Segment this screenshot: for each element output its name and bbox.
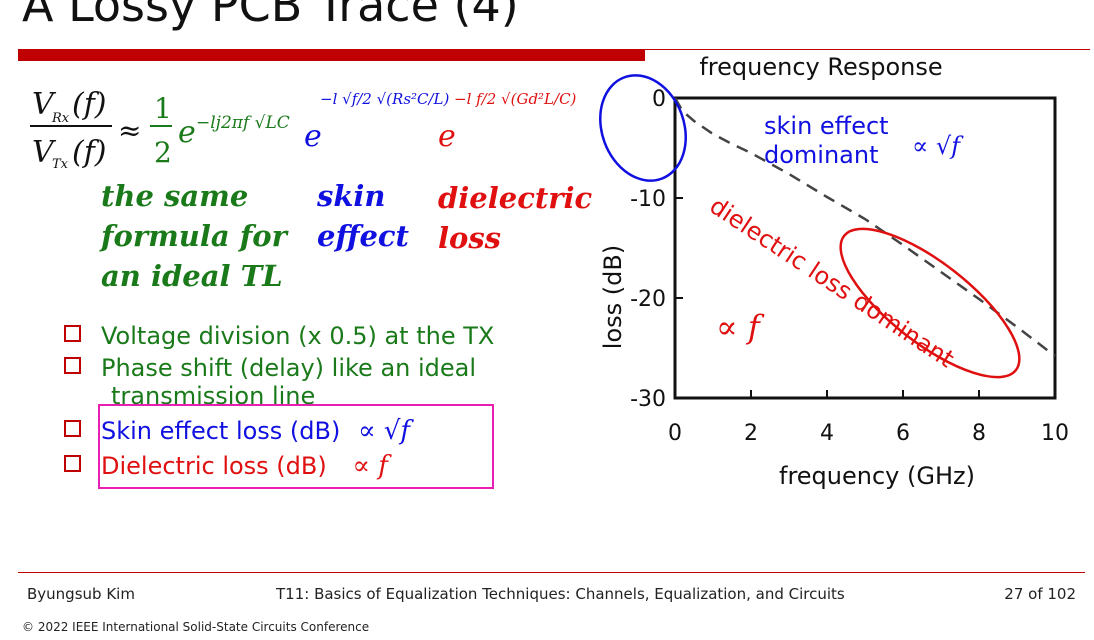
x-tick-label: 6 [896,421,910,446]
formula-num-sub: Rx [51,111,70,126]
footer-course: T11: Basics of Equalization Techniques: … [276,585,845,603]
bullet-proportional: ∝ √f [358,416,411,446]
skin-region-ellipse [599,74,687,182]
bullet-box-icon [64,325,81,342]
y-tick-label: 0 [652,87,666,112]
note-dielectric: dielectric loss [438,178,592,258]
formula-term2-exp: −l √f/2 √(Rs²C/L) [320,90,450,108]
formula-term2-base: e [304,119,322,154]
note-line: loss [438,221,502,255]
dielectric-region-ellipse [839,227,1021,379]
formula-den: V [32,135,57,170]
dielectric-proportional: ∝ f [716,308,765,346]
x-axis-label: frequency (GHz) [779,462,975,490]
x-tick-label: 2 [744,421,758,446]
bullet-box-icon [64,420,81,437]
skin-label-line2: dominant [764,141,879,169]
bullet-item: Phase shift (delay) like an ideal [64,352,476,384]
note-line: formula for [101,219,287,253]
frequency-response-chart: frequency Response loss (dB) frequency (… [599,53,1069,490]
y-tick-label: -10 [630,187,666,212]
formula-half-den: 2 [154,136,172,169]
formula-term1-exp: −lj2πf √LC [196,113,290,133]
formula-half-num: 1 [154,92,172,125]
note-line: effect [317,219,409,253]
formula-term3-exp: −l f/2 √(Gd²L/C) [454,90,577,108]
note-line: an ideal TL [101,259,283,293]
y-axis-label: loss (dB) [599,245,627,349]
bullet-proportional: ∝ f [352,451,388,481]
footer-copyright: © 2022 IEEE International Solid-State Ci… [22,620,370,634]
x-tick-label: 0 [668,421,682,446]
series-line [673,97,1056,357]
formula-den-arg: (f) [72,135,107,170]
formula-term1-base: e [178,115,196,150]
transfer-formula: V Rx (f) V Tx (f) ≈ 1 2 e −lj2πf √LC e −… [30,87,577,172]
y-tick-label: -30 [630,387,666,412]
chart-title: frequency Response [699,53,942,81]
formula-term3-base: e [438,119,456,154]
x-tick-label: 8 [972,421,986,446]
bullet-item: Voltage division (x 0.5) at the TX [64,320,494,352]
formula-num: V [32,87,57,122]
footer-page: 27 of 102 [1004,585,1076,603]
bullet-item: Skin effect loss (dB) ∝ √f [64,415,410,447]
plot-frame [673,96,1057,400]
note-line: the same [101,179,249,213]
footer-rule [18,572,1085,573]
skin-label-line1: skin effect [764,112,889,140]
title-rule [18,49,645,61]
note-line: dielectric [438,181,593,215]
note-skin: skin effect [317,176,409,256]
x-tick-label: 4 [820,421,834,446]
bullet-item: Dielectric loss (dB) ∝ f [64,450,388,482]
note-ideal-tl: the same formula for an ideal TL [101,176,287,296]
slide-title: A Lossy PCB Trace (4) [22,0,519,32]
note-line: skin [317,179,386,213]
highlight-box [98,404,494,489]
skin-proportional: ∝ √f [912,132,964,160]
formula-approx: ≈ [118,114,141,147]
formula-den-sub: Tx [52,157,69,172]
bullet-box-icon [64,455,81,472]
bullet-box-icon [64,357,81,374]
bullet-continuation: transmission line [111,382,316,404]
y-tick-label: -20 [630,287,666,312]
formula-num-arg: (f) [72,87,107,122]
x-tick-label: 10 [1041,421,1069,446]
title-rule-thin [645,49,1090,50]
footer-author: Byungsub Kim [27,585,135,603]
